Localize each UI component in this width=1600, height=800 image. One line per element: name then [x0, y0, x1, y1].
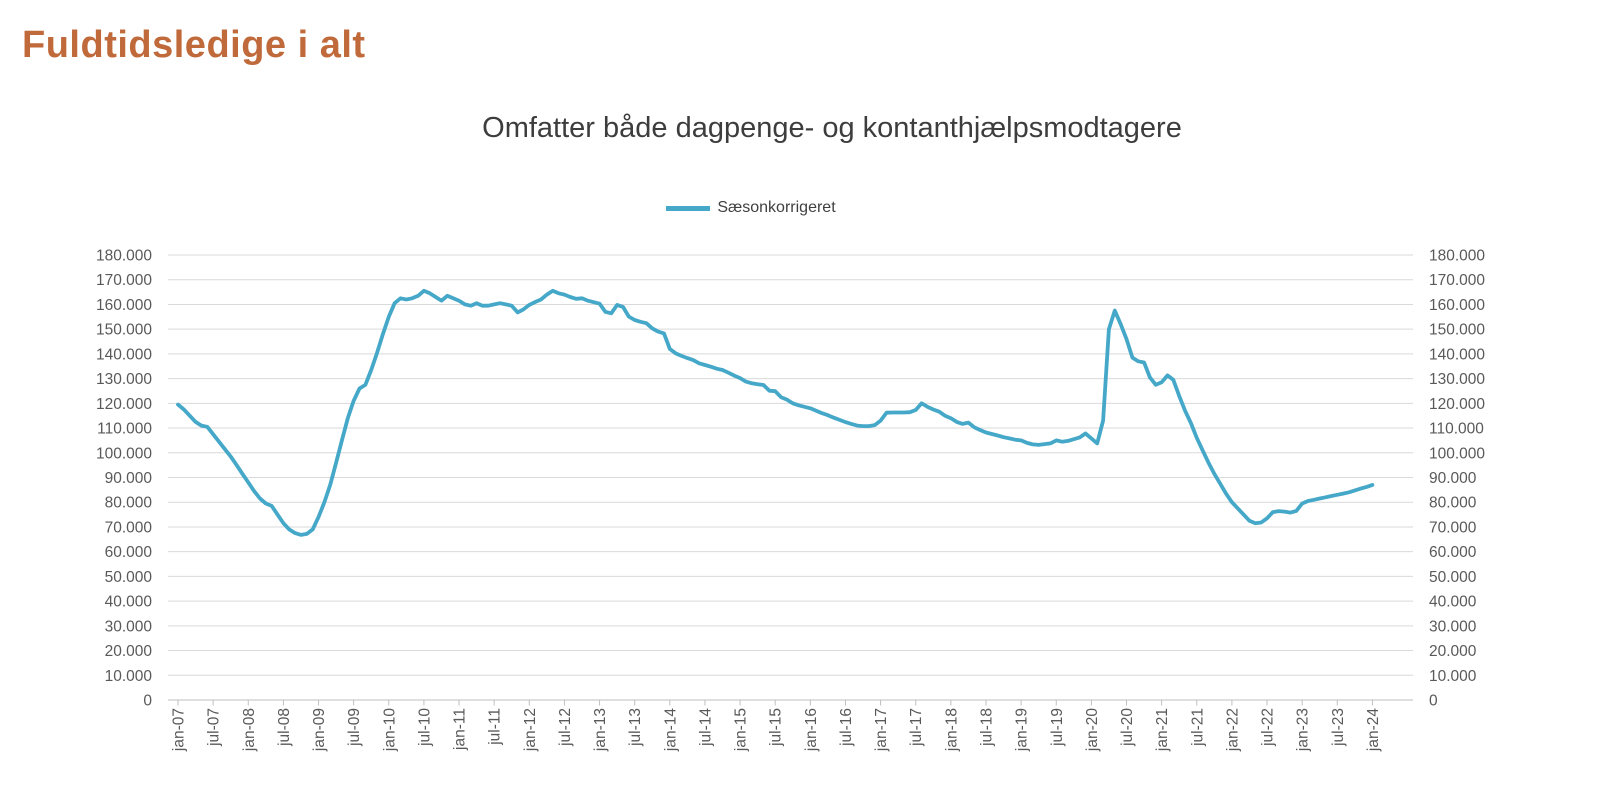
x-axis-label: jul-10 — [416, 708, 433, 747]
x-axis-label: jan-18 — [943, 708, 960, 752]
x-axis-label: jul-18 — [978, 708, 995, 747]
y-axis-label-right: 100.000 — [1429, 445, 1485, 462]
y-axis-label-right: 140.000 — [1429, 346, 1485, 363]
y-axis-label-right: 30.000 — [1429, 618, 1477, 635]
x-axis-label: jul-08 — [276, 708, 293, 747]
y-axis-label-right: 120.000 — [1429, 396, 1485, 413]
y-axis-label-right: 70.000 — [1429, 519, 1477, 536]
y-axis-label-right: 90.000 — [1429, 470, 1477, 487]
y-axis-label-left: 80.000 — [105, 495, 153, 512]
y-axis-label-left: 0 — [143, 693, 152, 710]
x-axis-label: jan-10 — [381, 708, 398, 752]
y-axis-label-right: 50.000 — [1429, 569, 1477, 586]
legend: Sæsonkorrigeret — [0, 197, 1502, 219]
x-axis-label: jul-17 — [908, 708, 925, 747]
x-axis-label: jul-07 — [206, 708, 223, 747]
y-axis-label-left: 100.000 — [96, 445, 152, 462]
x-axis-label: jan-07 — [171, 708, 188, 752]
x-axis-label: jan-17 — [873, 708, 890, 752]
x-axis-label: jul-09 — [346, 708, 363, 747]
x-axis-label: jul-15 — [768, 708, 785, 747]
y-axis-label-right: 160.000 — [1429, 297, 1485, 314]
y-axis-label-right: 60.000 — [1429, 544, 1477, 561]
chart-title: Omfatter både dagpenge- og kontanthjælps… — [482, 112, 1182, 144]
x-axis-label: jul-11 — [487, 708, 504, 746]
y-axis-label-right: 150.000 — [1429, 322, 1485, 339]
y-axis-label-right: 180.000 — [1429, 248, 1485, 265]
x-axis-label: jul-22 — [1260, 708, 1277, 747]
y-axis-label-left: 140.000 — [96, 346, 152, 363]
x-axis-label: jul-21 — [1189, 708, 1206, 747]
x-axis-label: jan-12 — [522, 708, 539, 752]
y-axis-label-left: 180.000 — [96, 248, 152, 265]
y-axis-label-left: 20.000 — [105, 643, 153, 660]
x-axis-label: jul-12 — [557, 708, 574, 747]
page-title: Fuldtidsledige i alt — [22, 24, 366, 66]
x-axis-label: jan-09 — [311, 708, 328, 752]
x-axis-label: jan-11 — [452, 708, 469, 751]
y-axis-label-left: 50.000 — [105, 569, 153, 586]
x-axis-label: jan-13 — [592, 708, 609, 752]
y-axis-label-right: 110.000 — [1429, 421, 1484, 438]
y-axis-label-left: 70.000 — [105, 519, 153, 536]
y-axis-label-left: 160.000 — [96, 297, 152, 314]
y-axis-label-left: 40.000 — [105, 594, 153, 611]
y-axis-label-left: 150.000 — [96, 322, 152, 339]
x-axis-label: jan-16 — [803, 708, 820, 752]
y-axis-label-left: 110.000 — [97, 421, 152, 438]
y-axis-label-left: 60.000 — [105, 544, 153, 561]
y-axis-label-left: 30.000 — [105, 618, 153, 635]
y-axis-label-right: 130.000 — [1429, 371, 1485, 388]
y-axis-label-right: 170.000 — [1429, 272, 1485, 289]
legend-line-swatch — [666, 205, 711, 211]
x-axis-label: jan-24 — [1365, 708, 1382, 752]
y-axis-label-left: 90.000 — [105, 470, 153, 487]
y-axis-label-left: 170.000 — [96, 272, 152, 289]
x-axis-label: jan-15 — [733, 708, 750, 752]
x-axis-label: jul-13 — [627, 708, 644, 747]
y-axis-label-left: 130.000 — [96, 371, 152, 388]
x-axis-label: jul-19 — [1049, 708, 1066, 747]
legend-series-label: Sæsonkorrigeret — [717, 199, 836, 216]
x-axis-label: jul-23 — [1330, 708, 1347, 747]
x-axis-label: jan-23 — [1295, 708, 1312, 752]
x-axis-label: jan-20 — [1084, 708, 1101, 752]
y-axis-label-left: 120.000 — [96, 396, 152, 413]
y-axis-label-right: 0 — [1429, 693, 1438, 710]
x-axis-label: jan-14 — [662, 708, 679, 752]
y-axis-label-right: 40.000 — [1429, 594, 1477, 611]
series-line-saesonkorrigeret — [176, 288, 1375, 537]
x-axis-label: jan-21 — [1154, 708, 1171, 752]
y-axis-label-left: 10.000 — [105, 668, 153, 685]
x-axis-label: jan-19 — [1014, 708, 1031, 752]
y-axis-label-right: 80.000 — [1429, 495, 1477, 512]
y-axis-label-right: 10.000 — [1429, 668, 1477, 685]
x-axis-label: jul-20 — [1119, 708, 1136, 747]
x-axis-label: jan-22 — [1224, 708, 1241, 752]
x-axis-label: jul-14 — [697, 708, 714, 747]
x-axis-label: jan-08 — [241, 708, 258, 752]
y-axis-label-right: 20.000 — [1429, 643, 1477, 660]
x-axis-label: jul-16 — [838, 708, 855, 747]
